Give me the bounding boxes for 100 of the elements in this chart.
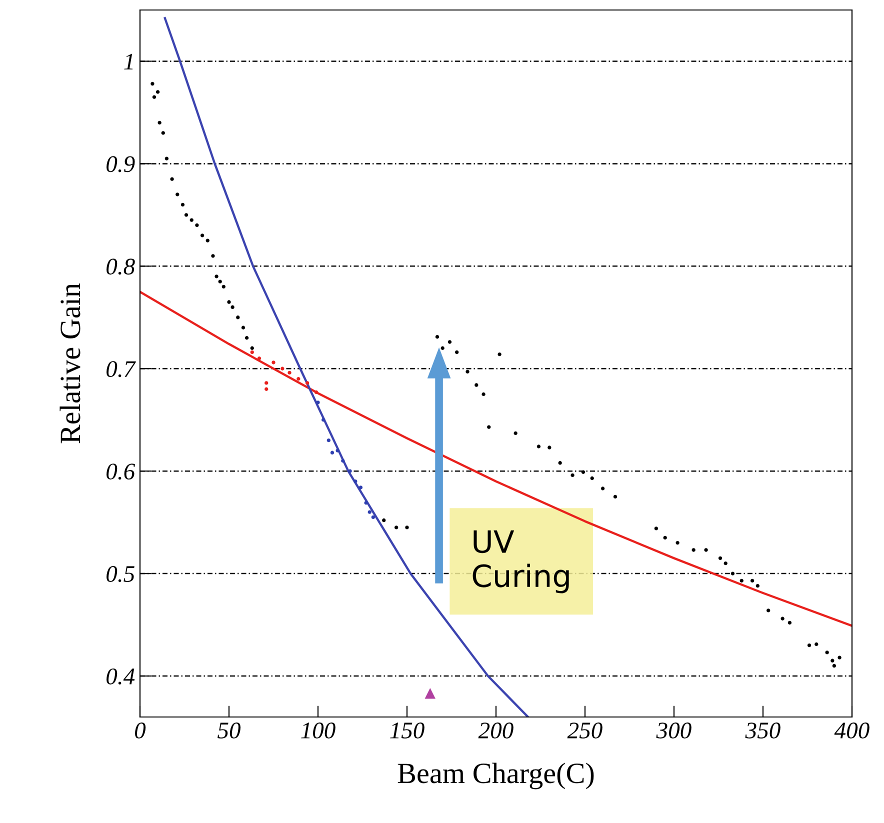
point <box>150 82 154 86</box>
point <box>487 425 491 429</box>
point <box>250 350 254 354</box>
point <box>184 213 188 217</box>
point <box>272 360 276 364</box>
point <box>296 377 300 381</box>
point <box>740 578 744 583</box>
y-tick-label: 0.6 <box>106 464 136 480</box>
point <box>164 156 169 160</box>
point <box>448 340 452 344</box>
point <box>227 300 231 304</box>
point <box>724 561 728 566</box>
x-tick-label: 250 <box>567 722 602 738</box>
point <box>718 556 722 560</box>
point <box>264 381 268 385</box>
x-tick-label: 200 <box>478 722 514 738</box>
point <box>405 526 409 530</box>
point <box>807 643 812 648</box>
point <box>176 192 180 196</box>
x-tick-label: 50 <box>218 722 241 738</box>
point <box>257 356 262 360</box>
point <box>830 658 834 662</box>
point <box>514 431 518 436</box>
x-tick-label: 300 <box>656 722 692 738</box>
y-tick-label: 0.9 <box>106 156 135 172</box>
x-axis-title: Beam Charge(C) <box>398 762 594 790</box>
point <box>322 418 326 422</box>
point <box>498 352 502 356</box>
point <box>316 400 320 404</box>
point <box>780 616 784 620</box>
point <box>832 664 836 668</box>
point <box>435 335 440 339</box>
point <box>663 536 667 540</box>
point <box>558 461 562 465</box>
point <box>222 284 226 288</box>
point <box>358 486 363 490</box>
x-tick-label: 400 <box>834 722 870 738</box>
point <box>364 501 368 505</box>
line-series <box>140 290 852 627</box>
point <box>288 370 292 375</box>
point <box>206 238 210 242</box>
point <box>195 223 199 228</box>
point <box>218 280 222 284</box>
point <box>230 305 234 309</box>
point <box>590 476 594 480</box>
point <box>330 450 334 454</box>
point <box>440 346 444 350</box>
point <box>466 370 470 374</box>
x-tick-label: 150 <box>390 722 424 738</box>
point <box>424 688 436 699</box>
point <box>241 326 246 330</box>
point <box>455 350 459 354</box>
point <box>280 366 284 370</box>
point <box>354 479 358 484</box>
point <box>326 438 331 442</box>
point <box>536 444 541 448</box>
point <box>348 469 352 473</box>
point <box>158 120 162 125</box>
point <box>250 346 254 350</box>
x-tick-label: 100 <box>301 722 336 738</box>
point <box>482 392 486 396</box>
point <box>200 234 204 238</box>
point <box>730 572 735 576</box>
point <box>814 642 818 646</box>
y-tick-label: 0.4 <box>106 668 135 685</box>
point <box>474 383 478 387</box>
point <box>704 548 708 552</box>
y-axis-title: Relative Gain <box>60 283 80 444</box>
point <box>570 473 574 478</box>
point <box>314 390 318 394</box>
point <box>654 526 658 530</box>
point <box>548 446 552 450</box>
point <box>180 202 185 207</box>
point <box>600 486 605 490</box>
point <box>341 459 345 463</box>
point <box>170 177 174 181</box>
point <box>152 95 156 99</box>
point <box>190 218 194 222</box>
x-tick-label: 350 <box>745 722 780 738</box>
point <box>371 515 376 520</box>
point <box>382 518 386 522</box>
y-tick-label: 0.7 <box>106 361 136 378</box>
annotation: UV Curing <box>472 530 569 594</box>
point <box>156 90 160 94</box>
point <box>211 254 215 258</box>
point <box>766 608 770 612</box>
point <box>161 131 165 135</box>
point <box>214 274 218 278</box>
point <box>613 494 618 499</box>
y-tick-label: 0.8 <box>106 258 135 275</box>
point <box>750 578 754 583</box>
y-tick-label: 1 <box>124 54 133 70</box>
point <box>756 584 760 588</box>
point <box>838 656 842 660</box>
y-tick-label: 0.5 <box>106 566 134 582</box>
x-tick-label: 0 <box>135 722 146 738</box>
point <box>368 510 372 514</box>
point <box>236 316 240 320</box>
point <box>788 620 792 625</box>
point <box>692 548 696 552</box>
